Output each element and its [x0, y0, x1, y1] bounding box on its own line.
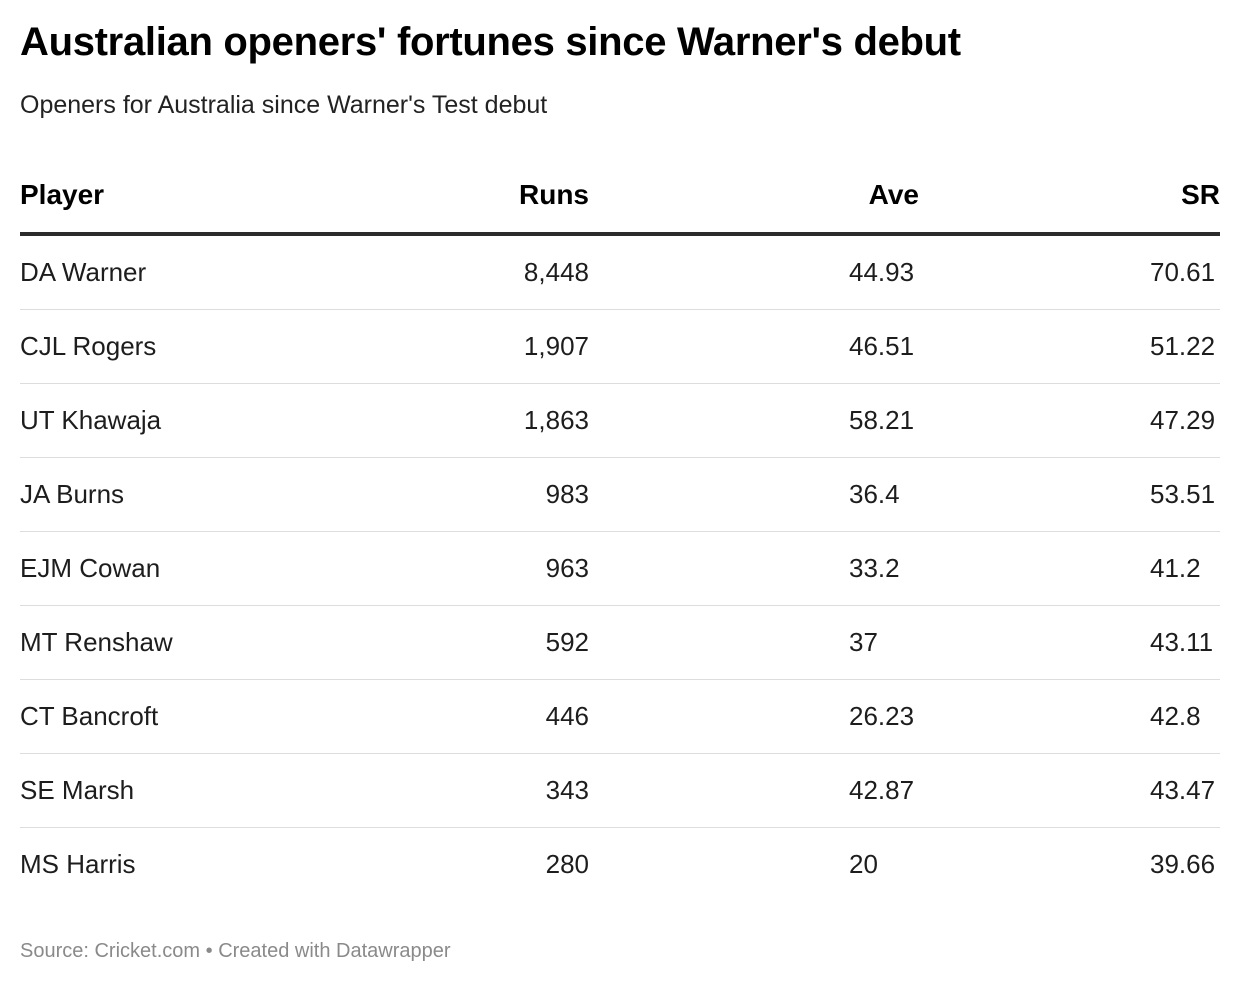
cell-sr-value: 70.61 — [1150, 257, 1216, 287]
cell-sr: 43.47 — [919, 753, 1220, 828]
column-header-runs[interactable]: Runs — [380, 158, 589, 236]
cell-ave: 44.93 — [589, 234, 919, 310]
chart-subtitle: Openers for Australia since Warner's Tes… — [20, 91, 548, 119]
cell-player: MS Harris — [20, 849, 136, 879]
cell-sr: 42.8 — [919, 679, 1220, 754]
cell-player: SE Marsh — [20, 753, 380, 828]
cell-sr: 43.11 — [919, 605, 1220, 680]
cell-ave-value: 44.93 — [849, 257, 915, 287]
table-row: CJL Rogers 1,907 46.51 51.22 — [20, 309, 1220, 384]
cell-sr: 53.51 — [919, 457, 1220, 532]
cell-sr-value: 41.2 — [1150, 553, 1201, 583]
cell-sr: 39.66 — [919, 828, 1220, 902]
cell-sr: 70.61 — [919, 234, 1220, 310]
cell-ave-value: 42.87 — [849, 775, 915, 805]
cell-ave-value: 20 — [849, 849, 878, 879]
cell-ave: 58.21 — [589, 383, 919, 458]
cell-ave: 42.87 — [589, 753, 919, 828]
credit-note: Created with Datawrapper — [218, 940, 451, 962]
cell-sr-value: 39.66 — [1150, 849, 1216, 879]
cell-ave: 33.2 — [589, 531, 919, 606]
cell-runs: 963 — [380, 531, 589, 606]
cell-runs: 592 — [380, 605, 589, 680]
table-row: CT Bancroft 446 26.23 42.8 — [20, 679, 1220, 754]
cell-player: MT Renshaw — [20, 605, 380, 680]
cell-sr-value: 47.29 — [1150, 405, 1216, 435]
table-row: JA Burns 983 36.4 53.51 — [20, 457, 1220, 532]
cell-ave: 26.23 — [589, 679, 919, 754]
table-row: MS Harris 280 20 39.66 — [20, 828, 1220, 902]
cell-player: CT Bancroft — [20, 679, 380, 754]
cell-runs: 1,863 — [380, 383, 589, 458]
source-note: Source: Cricket.com — [20, 940, 201, 962]
chart-title: Australian openers' fortunes since Warne… — [20, 20, 961, 64]
footer-separator: • — [205, 940, 213, 962]
table-row: MT Renshaw 592 37 43.11 — [20, 605, 1220, 680]
column-header-sr[interactable]: SR — [919, 158, 1220, 236]
chart-footer: Source: Cricket.com • Created with Dataw… — [20, 940, 451, 963]
cell-runs: 1,907 — [380, 309, 589, 384]
table-header-row: Player Runs Ave SR — [20, 158, 1220, 236]
cell-ave: 20 — [589, 828, 919, 902]
cell-sr: 47.29 — [919, 383, 1220, 458]
cell-ave-value: 26.23 — [849, 701, 915, 731]
cell-player: JA Burns — [20, 457, 380, 532]
cell-sr-value: 43.11 — [1150, 627, 1214, 657]
cell-runs: 983 — [380, 457, 589, 532]
cell-runs: 280 — [545, 849, 589, 879]
cell-sr-value: 51.22 — [1150, 331, 1216, 361]
cell-ave: 36.4 — [589, 457, 919, 532]
column-header-player[interactable]: Player — [20, 158, 380, 236]
cell-player: DA Warner — [20, 234, 380, 310]
table-row: UT Khawaja 1,863 58.21 47.29 — [20, 383, 1220, 458]
cell-ave: 46.51 — [589, 309, 919, 384]
cell-player: UT Khawaja — [20, 383, 380, 458]
table-row: DA Warner 8,448 44.93 70.61 — [20, 234, 1220, 310]
cell-ave-value: 58.21 — [849, 405, 915, 435]
cell-sr: 41.2 — [919, 531, 1220, 606]
data-table: Player Runs Ave SR DA Warner 8,448 44.93 70… — [20, 158, 1220, 901]
cell-sr: 51.22 — [919, 309, 1220, 384]
table-row: EJM Cowan 963 33.2 41.2 — [20, 531, 1220, 606]
cell-runs: 343 — [380, 753, 589, 828]
cell-ave-value: 33.2 — [849, 553, 900, 583]
cell-sr-value: 42.8 — [1150, 701, 1201, 731]
cell-sr-value: 53.51 — [1150, 479, 1216, 509]
cell-sr-value: 43.47 — [1150, 775, 1216, 805]
table-row: SE Marsh 343 42.87 43.47 — [20, 753, 1220, 828]
cell-ave-value: 46.51 — [849, 331, 915, 361]
cell-runs: 8,448 — [380, 234, 589, 310]
cell-player: CJL Rogers — [20, 309, 380, 384]
cell-ave-value: 37 — [849, 627, 878, 657]
cell-runs: 446 — [380, 679, 589, 754]
cell-ave: 37 — [589, 605, 919, 680]
cell-ave-value: 36.4 — [849, 479, 900, 509]
cell-player: EJM Cowan — [20, 531, 380, 606]
table-body: DA Warner 8,448 44.93 70.61 CJL Rogers 1,907 4… — [20, 234, 1220, 901]
column-header-ave[interactable]: Ave — [589, 158, 919, 236]
